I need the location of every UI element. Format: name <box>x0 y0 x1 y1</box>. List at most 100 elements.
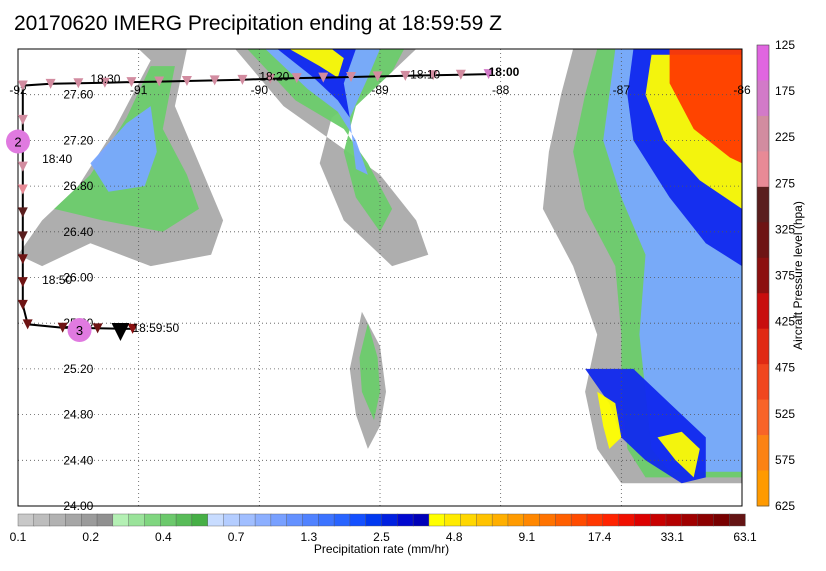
track-pressure-marker <box>372 71 383 82</box>
track-pressure-marker <box>17 161 28 172</box>
precip-colorbar-swatch <box>539 513 556 527</box>
precip-colorbar-swatch <box>302 513 319 527</box>
track-pressure-marker <box>17 231 28 242</box>
pressure-colorbar-frame <box>756 44 770 507</box>
pressure-colorbar-swatch <box>757 45 769 81</box>
precip-colorbar-swatch <box>428 513 446 527</box>
precip-colorbar-swatch <box>397 513 414 527</box>
precip-colorbar-swatch <box>444 513 462 527</box>
lat-tick-label: 27.60 <box>63 88 93 102</box>
track-pressure-marker <box>17 299 28 310</box>
lon-tick-label: -86 <box>733 83 751 97</box>
precip-field-south-strip-green <box>359 323 380 421</box>
pressure-colorbar-swatch <box>757 293 769 330</box>
precip-colorbar-label: Precipitation rate (mm/hr) <box>314 542 449 556</box>
track-pressure-marker <box>237 74 248 85</box>
plot-frame <box>17 48 743 507</box>
pressure-colorbar-swatch <box>757 257 769 294</box>
track-pressure-marker <box>209 75 220 86</box>
track-pressure-marker <box>17 207 28 218</box>
track-end-marker <box>111 323 130 342</box>
precip-colorbar-tick: 0.4 <box>155 530 172 544</box>
pressure-colorbar-swatch <box>757 151 769 188</box>
pressure-colorbar-tick: 225 <box>775 130 795 144</box>
track-pressure-marker <box>73 78 84 89</box>
precip-colorbar-swatch <box>207 513 225 527</box>
track-pressure-marker <box>455 69 466 80</box>
track-pressure-marker <box>291 73 302 84</box>
track-time-label: 18:10 <box>410 67 440 81</box>
pressure-colorbar-tick: 475 <box>775 361 795 375</box>
precip-fields <box>18 49 742 484</box>
pressure-colorbar-tick: 425 <box>775 315 795 329</box>
waypoint-label: 2 <box>14 135 21 150</box>
pressure-colorbar-swatch <box>757 222 769 259</box>
lat-tick-label: 25.20 <box>63 362 93 376</box>
track-pressure-marker <box>99 77 110 88</box>
precip-colorbar-swatch <box>713 513 730 527</box>
waypoint-marker <box>67 318 92 343</box>
lat-tick-label: 26.80 <box>63 179 93 193</box>
precip-field-west-band-blue <box>90 106 157 192</box>
lon-tick-label: -88 <box>492 83 510 97</box>
precip-colorbar-swatch <box>634 513 651 527</box>
pressure-colorbar-tick: 625 <box>775 499 795 513</box>
precip-colorbar-swatch <box>349 513 367 527</box>
track-time-label: 18:50 <box>42 273 72 287</box>
precip-colorbar-swatch <box>570 513 588 527</box>
precip-field-north-core-green <box>247 49 405 232</box>
precip-colorbar <box>17 513 746 527</box>
pressure-colorbar-swatch <box>757 364 769 401</box>
track-pressure-marker <box>154 76 165 87</box>
track-pressure-marker <box>17 184 28 195</box>
precip-colorbar-tick: 4.8 <box>446 530 463 544</box>
pressure-colorbar-swatch <box>757 80 769 117</box>
precip-colorbar-swatch <box>333 513 351 527</box>
lon-tick-label: -91 <box>130 83 148 97</box>
precip-colorbar-swatch <box>491 513 509 527</box>
precip-colorbar-swatch <box>17 513 35 527</box>
precip-colorbar-swatch <box>555 513 572 527</box>
track-time-label: 18:40 <box>42 152 72 166</box>
lon-tick-label: -90 <box>251 83 269 97</box>
track-pressure-marker <box>428 70 439 81</box>
precip-colorbar-tick: 0.2 <box>82 530 99 544</box>
lat-tick-label: 24.80 <box>63 408 93 422</box>
precip-field-east-band-red <box>669 49 742 164</box>
pressure-colorbar-swatch <box>757 328 769 365</box>
waypoint-label: 3 <box>76 323 83 338</box>
track-pressure-marker <box>181 75 192 86</box>
precip-field-se-yellow-a <box>597 391 622 449</box>
precip-colorbar-swatch <box>523 513 541 527</box>
precip-colorbar-swatch <box>318 513 335 527</box>
precip-colorbar-swatch <box>412 513 430 527</box>
precip-colorbar-tick: 2.5 <box>373 530 390 544</box>
precip-colorbar-swatch <box>381 513 398 527</box>
pressure-colorbar-swatch <box>757 470 769 507</box>
precip-colorbar-swatch <box>728 513 746 527</box>
lat-tick-label: 26.00 <box>63 271 93 285</box>
precip-colorbar-swatch <box>49 513 67 527</box>
pressure-colorbar-label: Aircraft Pressure level (hpa) <box>791 201 805 350</box>
precip-colorbar-swatch <box>254 513 272 527</box>
track-pressure-marker <box>17 254 28 265</box>
precip-colorbar-swatch <box>191 513 209 527</box>
track-pressure-marker <box>22 319 33 330</box>
precip-colorbar-swatch <box>681 513 699 527</box>
track-pressure-marker <box>346 71 357 82</box>
precip-colorbar-swatch <box>586 513 604 527</box>
precip-colorbar-swatch <box>365 513 383 527</box>
lat-tick-label: 24.40 <box>63 453 93 467</box>
pressure-colorbar-swatch <box>757 435 769 471</box>
track-pressure-marker <box>400 70 411 81</box>
pressure-colorbar-tick: 325 <box>775 222 795 236</box>
precip-colorbar-tick: 0.7 <box>228 530 245 544</box>
precip-field-se-yellow-b <box>657 431 700 478</box>
precip-colorbar-swatch <box>96 513 114 527</box>
pressure-colorbar-swatch <box>757 115 769 152</box>
lat-tick-label: 24.00 <box>63 499 93 513</box>
precip-colorbar-swatch <box>33 513 51 527</box>
pressure-colorbar-tick: 375 <box>775 269 795 283</box>
precip-colorbar-swatch <box>286 513 304 527</box>
track-pressure-marker <box>17 114 28 125</box>
